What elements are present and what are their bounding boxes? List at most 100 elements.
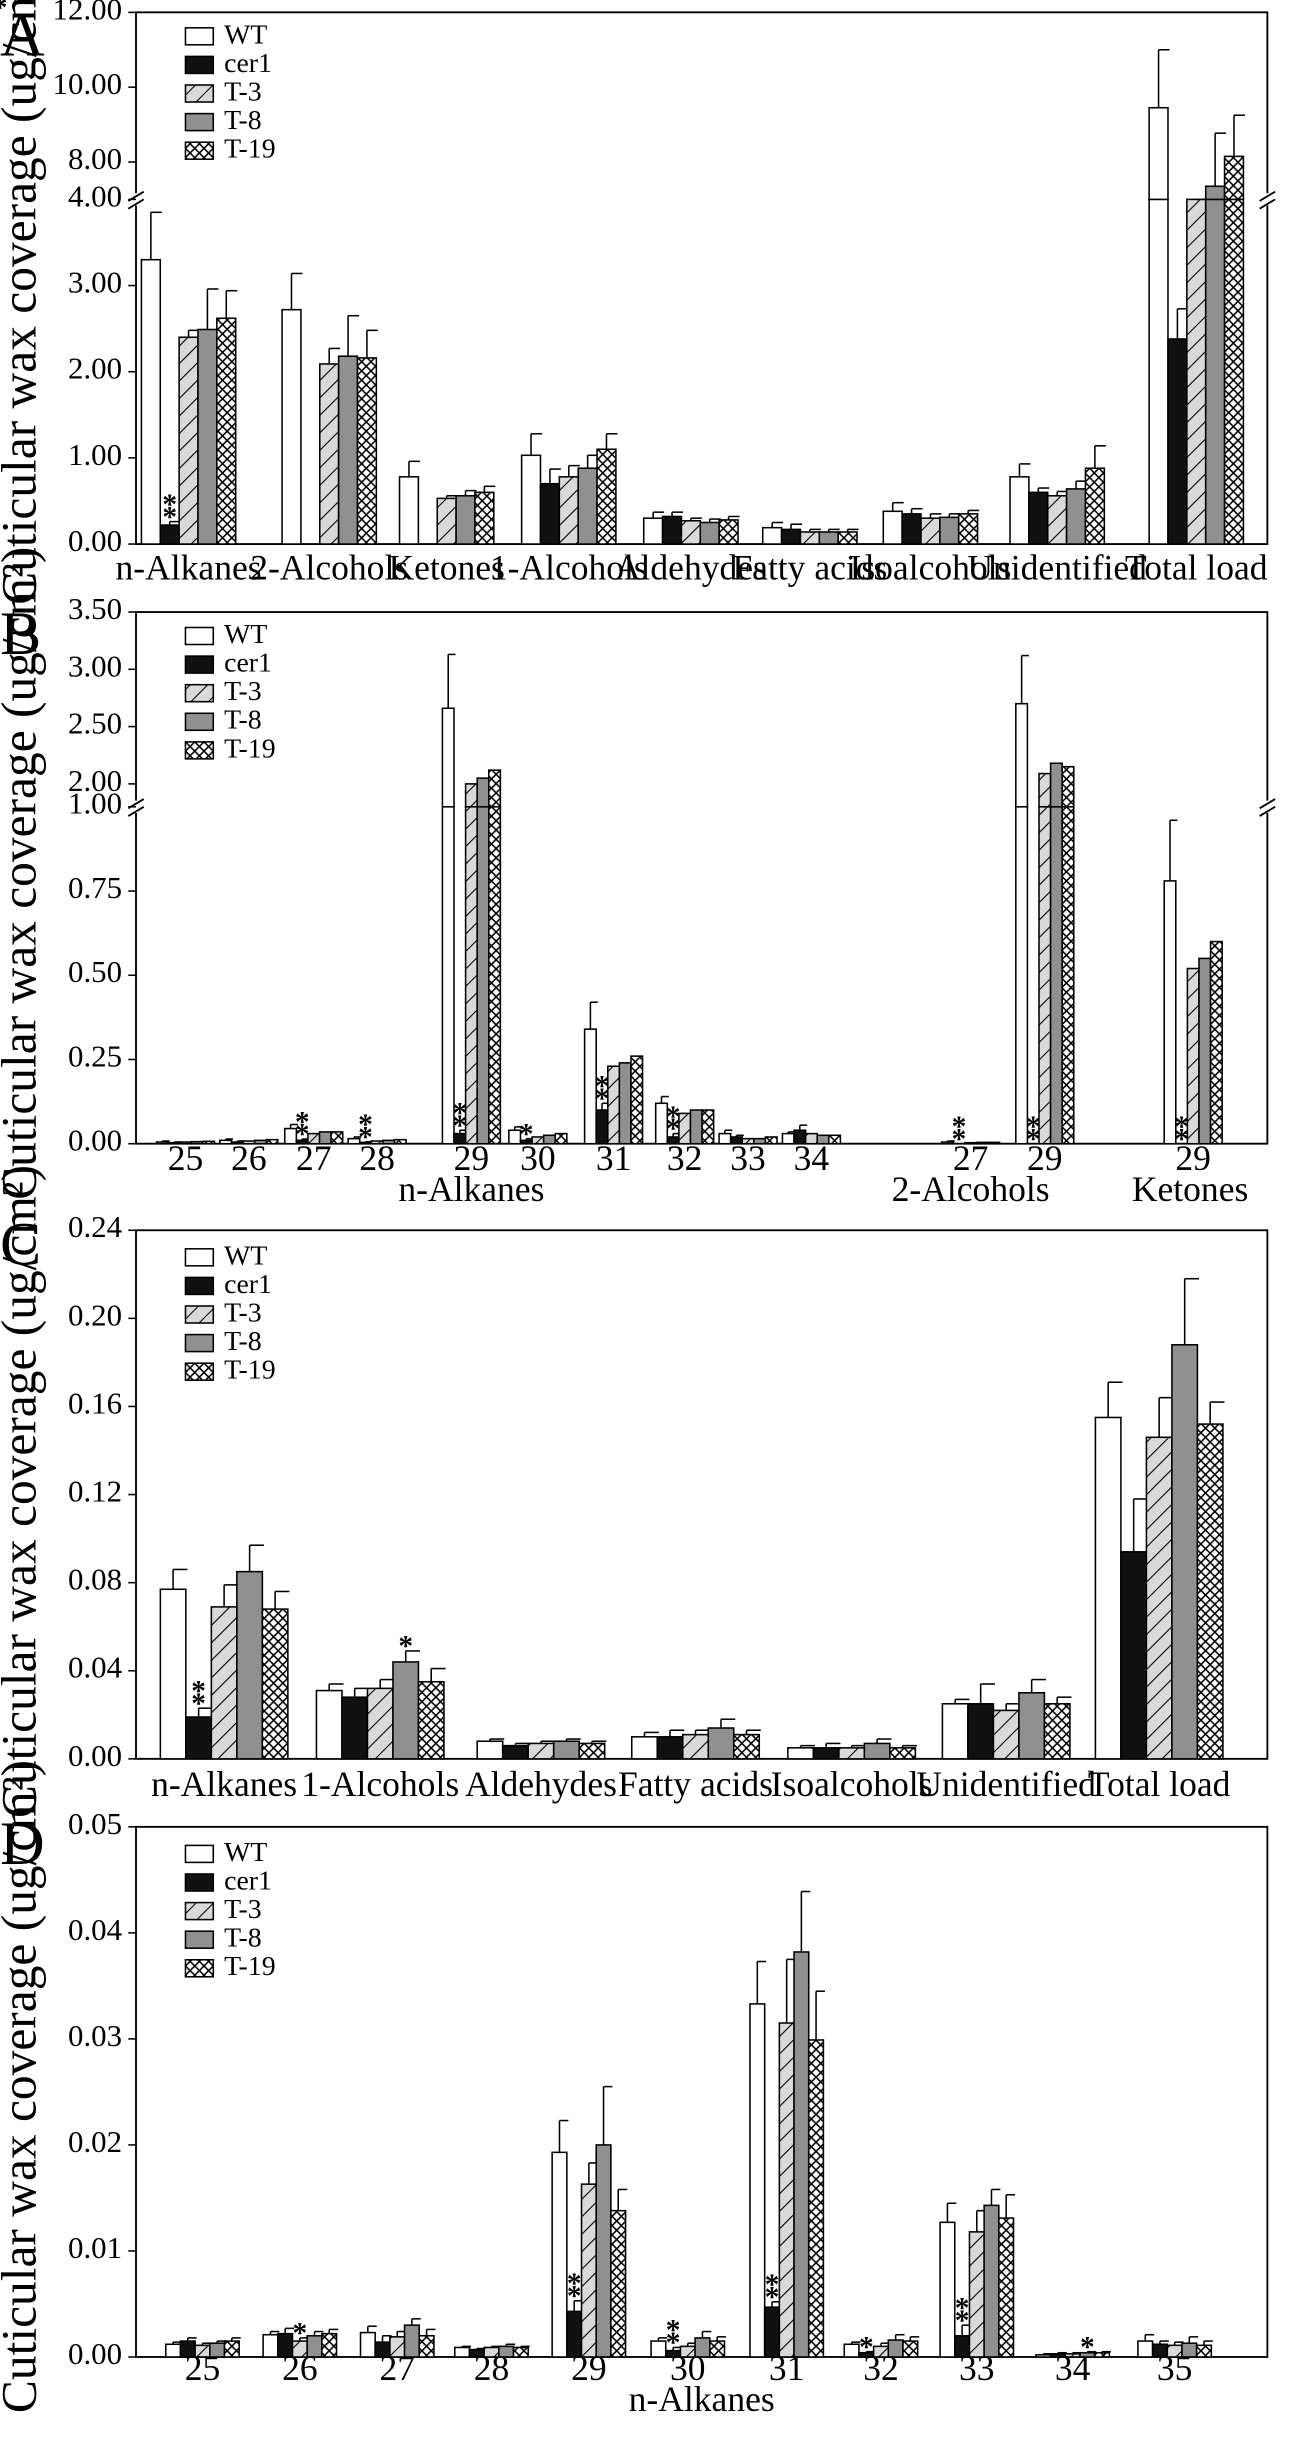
bar-upper-T-19-Total load <box>1223 155 1245 201</box>
bar-WT-28 <box>454 2346 471 2358</box>
bar-T-3-2-Alcohols <box>319 363 340 545</box>
legend-label: T-8 <box>224 1326 262 1357</box>
x-category-label: 27 <box>379 2348 415 2388</box>
bar-T-8-1-Alcohols <box>392 1661 420 1760</box>
significance-star: * <box>0 0 7 12</box>
bar-T-19-25 <box>202 1140 216 1145</box>
significance-star: * <box>1174 1111 1189 1143</box>
bar-T-19-25 <box>223 2340 240 2358</box>
significance-star: * <box>162 489 177 521</box>
bar-T-3-Total load <box>1186 198 1207 545</box>
significance-star: * <box>398 1631 413 1663</box>
bar-WT-28 <box>347 1137 361 1145</box>
bar-T-3-Isoalcohols <box>920 517 941 545</box>
bar-T-3-n-Alkanes <box>210 1606 238 1760</box>
x-category-label: 32 <box>667 1138 703 1178</box>
bar-T-8-Aldehydes <box>699 521 720 545</box>
bar-WT-Isoalcohols <box>787 1747 815 1760</box>
x-category-label: 30 <box>520 1138 556 1178</box>
legend-swatch-WT <box>184 1844 215 1864</box>
bar-WT-30 <box>650 2340 667 2358</box>
significance-star: * <box>666 1101 681 1133</box>
y-tick-label: 0.50 <box>68 954 122 989</box>
bar-T-19-30 <box>554 1132 568 1145</box>
bar-WT-31 <box>749 2003 766 2358</box>
y-axis-label: Cuticular wax coverage (ug/cm²) <box>0 1760 47 2413</box>
y-axis-label: Cuticular wax coverage (ug/cm²) <box>0 1165 47 1818</box>
significance-star: * <box>295 1106 310 1138</box>
bar-WT-Fatty acids <box>761 526 783 545</box>
bar-cer1-Aldehydes <box>661 515 683 545</box>
bar-T-8-Isoalcohols <box>863 1742 891 1760</box>
x-category-label: 25 <box>168 1138 204 1178</box>
significance-star: * <box>666 2315 681 2347</box>
bar-T-19-29 <box>1209 940 1223 1145</box>
panel-letter: C <box>0 1210 41 1278</box>
x-category-label: Aldehydes <box>615 548 767 588</box>
y-tick-label: 12.00 <box>53 0 123 26</box>
x-category-label: 33 <box>730 1138 766 1178</box>
bar-T-8-29 <box>1198 957 1212 1145</box>
bar-T-19-Total load <box>1196 1423 1224 1760</box>
legend-label: T-3 <box>224 676 262 707</box>
bar-WT-34 <box>781 1132 795 1145</box>
bar-T-3-Fatty acids <box>799 531 821 545</box>
bar-T-19-29 <box>488 806 502 1145</box>
legend-swatch-T-8 <box>184 1333 215 1353</box>
bar-T-19-28 <box>393 1138 407 1145</box>
bar-T-19-Aldehydes <box>718 519 739 545</box>
legend-swatch-T-8 <box>184 1930 215 1949</box>
x-category-label: Unidentified <box>916 1764 1096 1804</box>
bar-T-8-Fatty acids <box>818 531 839 545</box>
bar-WT-29 <box>1015 806 1029 1145</box>
x-group-label: Ketones <box>1132 1169 1248 1209</box>
bar-T-19-Aldehydes <box>578 1742 606 1760</box>
significance-star: * <box>1026 1111 1041 1143</box>
y-tick-label: 0.05 <box>68 1806 122 1841</box>
bar-T-19-Isoalcohols <box>957 513 979 545</box>
x-category-label: 29 <box>1175 1138 1211 1178</box>
legend-swatch-T-8 <box>184 712 215 732</box>
significance-star: * <box>1174 1123 1189 1155</box>
x-category-label: 28 <box>359 1138 395 1178</box>
bar-upper-WT-29 <box>1015 702 1029 808</box>
bar-WT-Unidentified <box>941 1703 969 1760</box>
bar-cer1-1-Alcohols <box>539 482 561 545</box>
x-category-label: Total load <box>1125 548 1268 588</box>
significance-star: * <box>666 2327 681 2359</box>
bar-T-3-1-Alcohols <box>366 1687 394 1760</box>
y-tick-label: 0.02 <box>68 2124 122 2159</box>
x-category-label: 29 <box>571 2348 607 2388</box>
bar-WT-27 <box>359 2331 376 2358</box>
bar-WT-n-Alkanes <box>159 1588 187 1760</box>
legend-swatch-cer1 <box>184 1873 215 1892</box>
plot-frame <box>135 1825 1269 2358</box>
bar-T-19-Fatty acids <box>837 531 858 545</box>
y-tick-label: 0.01 <box>68 2230 122 2265</box>
y-tick-label: 0.00 <box>68 1123 122 1158</box>
x-category-label: Unidentified <box>967 548 1147 588</box>
bar-T-8-Fatty acids <box>707 1727 735 1760</box>
legend-label: T-8 <box>224 105 262 136</box>
significance-star: * <box>358 1121 373 1153</box>
significance-star: * <box>952 1123 967 1155</box>
bar-cer1-Unidentified <box>1028 491 1049 545</box>
x-category-label: Isoalcohols <box>850 548 1012 588</box>
plot-frame-upper <box>135 611 1269 801</box>
y-tick-label: 1.00 <box>68 437 122 472</box>
bar-T-8-1-Alcohols <box>577 467 598 545</box>
bar-upper-WT-29 <box>441 707 455 808</box>
axis-break-mark <box>1259 805 1276 817</box>
y-tick-label: 0.25 <box>68 1038 122 1073</box>
legend-swatch-T-3 <box>184 1901 215 1921</box>
bar-WT-35 <box>1137 2340 1154 2358</box>
bar-upper-T-3-29 <box>464 783 478 808</box>
bar-T-19-n-Alkanes <box>216 317 237 545</box>
legend-swatch-T-8 <box>184 112 215 132</box>
axis-break-mark <box>1259 198 1276 210</box>
y-tick-label: 0.03 <box>68 2018 122 2053</box>
bar-T-8-Isoalcohols <box>939 516 960 545</box>
significance-star: * <box>358 1109 373 1141</box>
significance-star: * <box>0 0 7 24</box>
y-tick-label: 0.00 <box>68 2336 122 2371</box>
